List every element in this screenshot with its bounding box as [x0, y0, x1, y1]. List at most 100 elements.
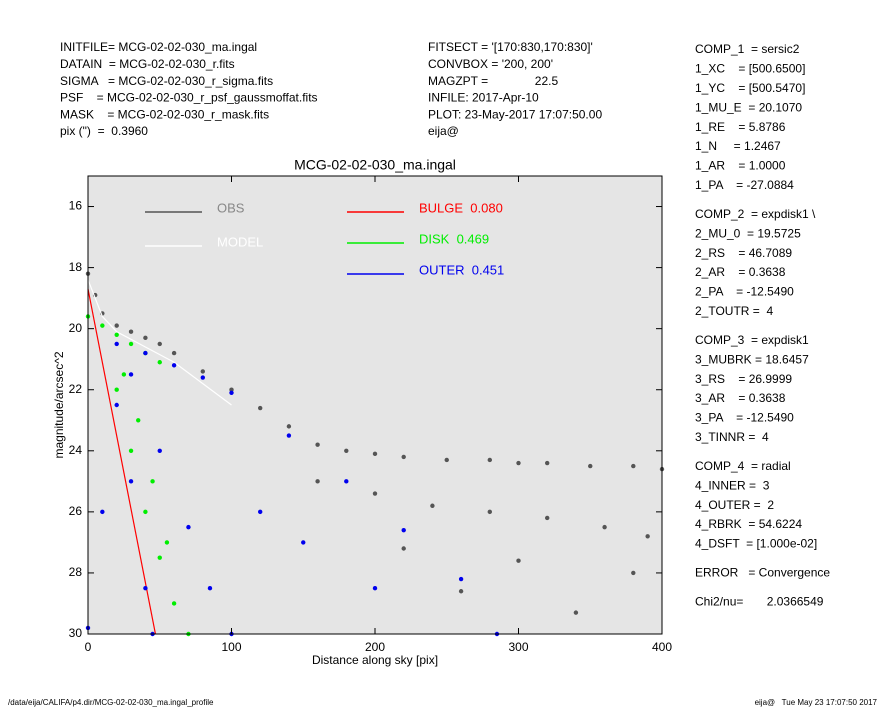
data-point	[128, 372, 134, 377]
data-point	[114, 323, 119, 328]
param-line: 1_YC = [500.5470]	[695, 81, 805, 95]
footer-date: eija@ Tue May 23 17:07:50 2017	[755, 698, 878, 707]
data-point	[186, 524, 191, 530]
x-tick-label: 400	[652, 640, 672, 654]
y-tick-label: 18	[69, 260, 83, 274]
header-line: pix (") = 0.3960	[60, 124, 148, 138]
header-line: INITFILE= MCG-02-02-030_ma.ingal	[60, 40, 257, 54]
data-point	[171, 350, 177, 356]
param-line: 1_AR = 1.0000	[695, 159, 786, 173]
param-line: 3_RS = 26.9999	[695, 372, 792, 386]
series-line	[87, 279, 232, 406]
param-line: 4_DSFT = [1.000e-02]	[695, 537, 817, 551]
legend-label: OBS	[217, 200, 245, 215]
chart-title: MCG-02-02-030_ma.ingal	[294, 157, 456, 173]
x-tick-label: 300	[508, 640, 528, 654]
data-point	[602, 524, 607, 530]
data-point	[171, 363, 177, 368]
footer-path: /data/eija/CALIFA/p4.dir/MCG-02-02-030_m…	[8, 698, 214, 707]
param-line: 4_OUTER = 2	[695, 498, 774, 512]
param-line: 1_XC = [500.6500]	[695, 62, 805, 76]
x-tick-label: 0	[85, 640, 92, 654]
param-line: COMP_4 = radial	[695, 459, 791, 473]
data-point	[458, 576, 464, 582]
data-point	[545, 515, 550, 521]
x-axis-label: Distance along sky [pix]	[312, 653, 438, 667]
data-point	[401, 527, 406, 533]
y-tick-label: 16	[69, 199, 83, 213]
data-point	[315, 442, 320, 447]
data-point	[487, 457, 492, 463]
legend-label: OUTER 0.451	[419, 262, 504, 277]
param-line: 2_AR = 0.3638	[695, 265, 786, 279]
param-line: 1_RE = 5.8786	[695, 120, 786, 134]
data-point	[157, 360, 162, 365]
legend-label: BULGE 0.080	[419, 200, 503, 215]
y-tick-label: 22	[69, 382, 83, 396]
y-axis-label: magnitude/arcsec^2	[52, 351, 66, 458]
data-point	[545, 460, 550, 466]
header-line: MASK = MCG-02-02-030_r_mask.fits	[60, 107, 269, 121]
data-point	[344, 479, 349, 484]
data-point	[401, 454, 406, 460]
data-point	[631, 463, 636, 469]
data-point	[157, 555, 162, 560]
param-line: 3_MUBRK = 18.6457	[695, 352, 809, 366]
data-point	[315, 479, 320, 484]
data-point	[114, 402, 119, 408]
data-point	[171, 601, 177, 606]
data-point	[100, 323, 105, 328]
header-line: eija@	[428, 124, 459, 138]
data-point	[143, 350, 148, 356]
param-line: 2_MU_0 = 19.5725	[695, 226, 801, 240]
data-point	[200, 369, 205, 374]
data-point	[121, 372, 127, 377]
series-line	[87, 288, 157, 635]
x-tick-label: 100	[221, 640, 241, 654]
param-line: 3_AR = 0.3638	[695, 391, 786, 405]
header-line: PSF = MCG-02-02-030_r_psf_gaussmoffat.fi…	[60, 91, 318, 105]
data-point	[573, 610, 579, 615]
data-point	[207, 586, 213, 591]
param-line: 2_TOUTR = 4	[695, 304, 773, 318]
data-point	[114, 387, 119, 392]
data-point	[258, 405, 263, 411]
data-point	[458, 589, 464, 594]
data-point	[645, 534, 650, 539]
data-point	[128, 341, 134, 347]
param-line: 1_N = 1.2467	[695, 139, 781, 153]
header-line: PLOT: 23-May-2017 17:07:50.00	[428, 107, 602, 121]
data-point	[372, 586, 378, 591]
param-line: ERROR = Convergence	[695, 566, 830, 580]
data-point	[143, 335, 148, 341]
data-point	[516, 558, 521, 563]
header-line: MAGZPT = 22.5	[428, 74, 558, 88]
param-line: COMP_1 = sersic2	[695, 42, 800, 56]
data-point	[150, 479, 155, 484]
data-point	[286, 424, 292, 429]
data-point	[631, 570, 636, 576]
data-point	[372, 451, 378, 457]
data-point	[588, 463, 593, 469]
data-point	[301, 540, 306, 545]
data-point	[143, 509, 148, 515]
param-line: 1_PA = -27.0884	[695, 178, 794, 192]
y-tick-label: 24	[69, 443, 83, 457]
data-point	[114, 332, 119, 337]
data-point	[229, 390, 234, 395]
plot-background	[88, 176, 662, 634]
header-line: CONVBOX = '200, 200'	[428, 57, 553, 71]
param-line: COMP_3 = expdisk1	[695, 333, 809, 347]
data-point	[372, 491, 378, 496]
data-point	[157, 341, 162, 347]
data-point	[229, 387, 234, 392]
data-point	[200, 375, 205, 380]
x-tick-label: 200	[365, 640, 385, 654]
param-line: 4_RBRK = 54.6224	[695, 517, 802, 531]
param-line: 4_INNER = 3	[695, 478, 770, 492]
data-point	[164, 540, 170, 545]
data-point	[100, 509, 105, 515]
legend-label: DISK 0.469	[419, 231, 489, 246]
data-point	[286, 433, 292, 438]
